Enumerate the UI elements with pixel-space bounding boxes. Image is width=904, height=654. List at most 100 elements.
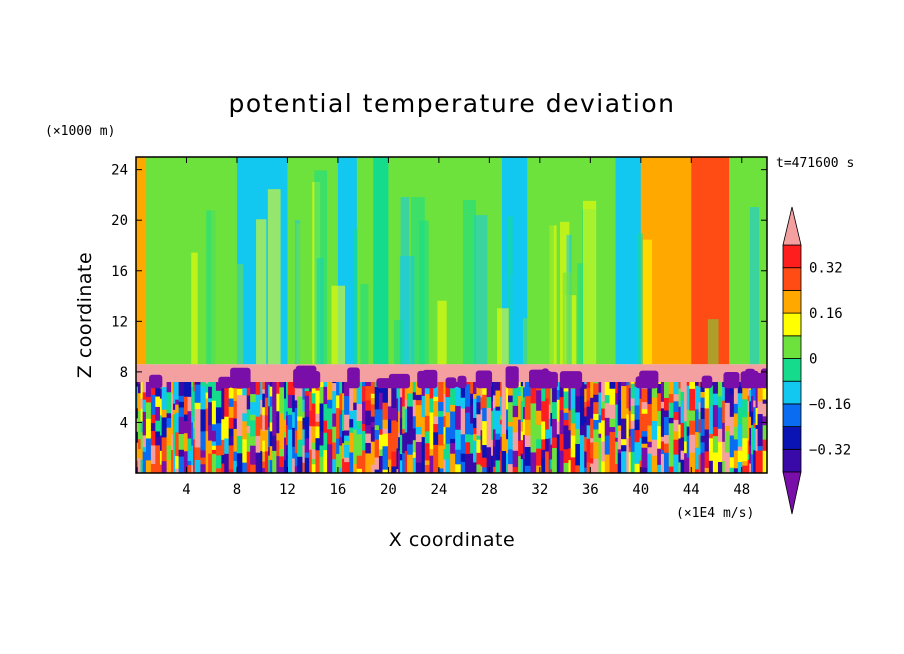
convective-cell xyxy=(140,448,144,460)
convective-cell xyxy=(508,425,514,450)
convective-cell xyxy=(166,381,172,393)
convective-cell xyxy=(382,469,389,473)
convective-cell xyxy=(628,428,632,437)
convective-cell xyxy=(387,458,392,473)
convective-cell xyxy=(586,381,591,388)
convective-cell xyxy=(698,401,702,412)
convective-cell xyxy=(336,394,340,409)
convective-cell xyxy=(175,381,180,400)
convective-cell xyxy=(733,467,739,473)
convective-cell xyxy=(208,401,213,426)
convective-cell xyxy=(684,381,688,385)
convective-cell xyxy=(171,381,174,394)
convective-cell xyxy=(630,428,636,452)
convective-cell xyxy=(628,381,632,389)
convective-cell xyxy=(641,413,649,432)
convective-cell xyxy=(757,445,764,451)
convective-cell xyxy=(492,445,497,467)
convective-cell xyxy=(194,381,202,385)
convective-cell xyxy=(224,398,230,409)
convective-cell xyxy=(552,436,558,448)
convective-cell xyxy=(460,461,466,473)
convective-cell xyxy=(628,451,632,473)
convective-cell xyxy=(332,426,337,443)
convective-cell xyxy=(568,459,572,473)
convective-cell xyxy=(664,434,670,444)
convective-cell xyxy=(159,398,163,416)
convective-cell xyxy=(536,410,542,425)
convective-cell xyxy=(668,393,675,403)
convective-cell xyxy=(161,409,168,418)
convective-cell xyxy=(136,442,139,461)
y-tick-label: 12 xyxy=(111,314,128,330)
convective-cell xyxy=(657,405,662,412)
convective-cell xyxy=(668,417,675,424)
convective-cell xyxy=(166,459,172,473)
convective-cell xyxy=(465,381,471,385)
convective-cell xyxy=(657,425,662,449)
convective-cell xyxy=(584,383,588,389)
convective-cell xyxy=(319,386,325,404)
convective-cell xyxy=(211,400,217,425)
colorbar-arrow-top xyxy=(782,206,802,246)
convective-cell xyxy=(480,448,483,467)
convective-cell xyxy=(609,418,616,428)
convective-cell xyxy=(470,393,474,399)
convective-cell xyxy=(304,451,310,458)
convective-cell xyxy=(443,381,447,394)
convective-cell xyxy=(704,467,710,473)
upper-streak xyxy=(707,319,719,365)
convective-cell xyxy=(412,381,417,393)
convective-cell xyxy=(491,455,494,473)
convective-cell xyxy=(349,418,354,428)
convective-cell xyxy=(215,467,222,473)
convective-cell xyxy=(365,424,372,434)
convective-cell xyxy=(194,459,202,473)
convective-cell xyxy=(512,450,519,468)
convective-cell xyxy=(522,396,526,407)
convective-cell xyxy=(473,398,478,418)
convective-cell xyxy=(668,402,675,418)
convective-cell xyxy=(552,447,558,461)
convective-cell xyxy=(175,399,180,405)
convective-cell xyxy=(150,414,156,424)
convective-cell xyxy=(626,384,630,409)
convective-cell xyxy=(570,422,576,436)
convective-cell xyxy=(639,417,643,439)
convective-cell xyxy=(284,441,287,461)
convective-cell xyxy=(724,381,731,403)
convective-cell xyxy=(520,421,524,432)
convective-cell xyxy=(415,381,423,395)
convective-cell xyxy=(568,447,572,461)
convective-cell xyxy=(552,401,558,419)
convective-cell xyxy=(604,417,611,436)
upper-streak xyxy=(399,256,415,365)
convective-cell xyxy=(228,444,235,470)
convective-cell xyxy=(541,438,546,450)
convective-cell xyxy=(399,459,403,473)
convective-cell xyxy=(717,428,723,442)
convective-cell xyxy=(568,386,572,411)
convective-cell xyxy=(593,413,600,421)
convective-cell xyxy=(522,434,526,449)
convective-cell xyxy=(520,430,524,441)
convective-cell xyxy=(552,459,558,473)
convective-cell xyxy=(342,381,345,385)
convective-cell xyxy=(228,406,235,418)
convective-cell xyxy=(530,446,537,453)
convective-cell xyxy=(548,437,551,460)
convective-cell xyxy=(626,381,630,386)
convective-cell xyxy=(342,458,345,473)
convective-cell xyxy=(155,381,161,397)
convective-cell xyxy=(749,427,752,446)
convective-cell xyxy=(508,394,514,403)
convective-cell xyxy=(145,437,152,461)
convective-cell xyxy=(501,450,507,473)
convective-cell xyxy=(378,448,384,456)
convective-cell xyxy=(617,424,622,431)
convective-cell xyxy=(438,383,445,402)
convective-cell xyxy=(753,449,757,473)
convective-cell xyxy=(262,414,266,432)
convective-cell xyxy=(255,405,261,417)
convective-cell xyxy=(641,430,649,437)
